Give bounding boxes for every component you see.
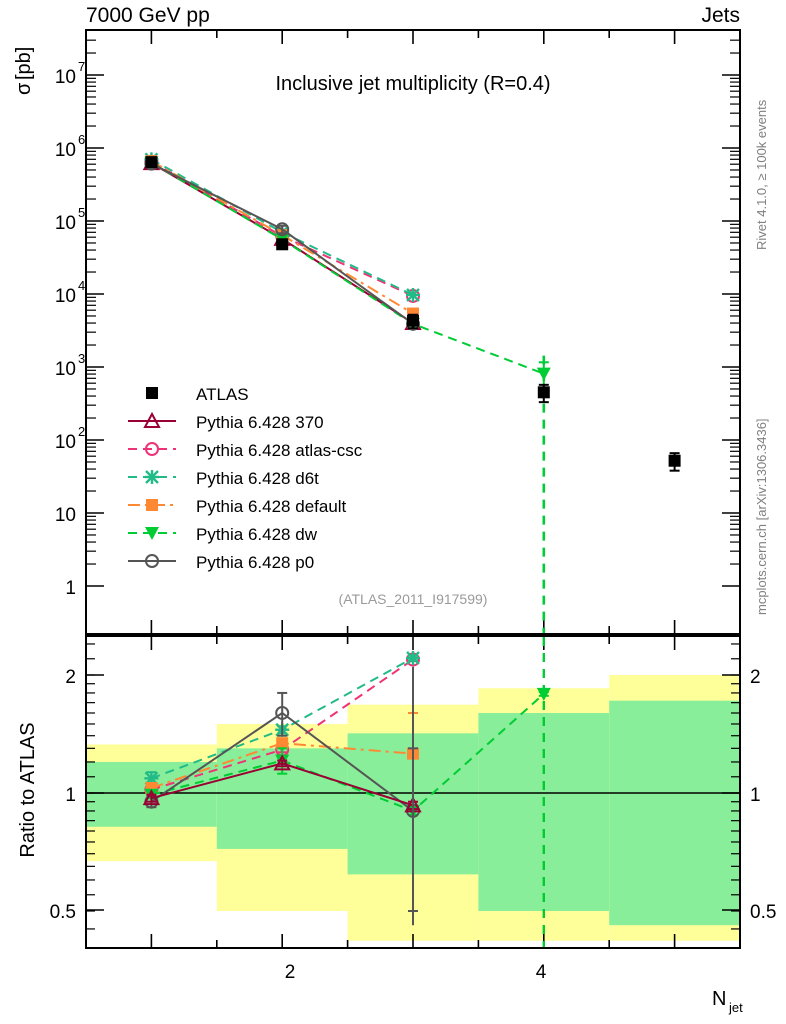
main-series-group <box>142 152 681 633</box>
side-label-mcplots: mcplots.cern.ch [arXiv:1306.3436] <box>754 418 769 615</box>
ratio-marker-default-1 <box>276 737 289 750</box>
main-ytick-1e4: 10 <box>55 286 76 307</box>
main-ytick-1e7-exp: 7 <box>78 59 85 74</box>
main-marker-d6t-2 <box>406 287 420 302</box>
ratio-marker-p370-1 <box>273 754 291 771</box>
legend-marker-dw <box>145 527 159 540</box>
main-ytick-1e2: 10 <box>55 432 76 453</box>
xaxis-label: N <box>712 988 726 1010</box>
ratio-ytick-1-right: 1 <box>750 785 761 806</box>
legend: ATLAS Pythia 6.428 370 Pythia 6.428 atlas-… <box>128 385 363 572</box>
legend-label-atlascsc: Pythia 6.428 atlas-csc <box>196 441 363 460</box>
main-panel: 10 7 10 6 10 5 10 4 10 3 10 2 10 1 Inclu… <box>55 29 741 635</box>
ratio-ytick-2-right: 2 <box>750 667 761 688</box>
ratio-ytick-05-left: 0.5 <box>50 902 76 923</box>
legend-marker-p0 <box>145 554 159 568</box>
legend-marker-atlas <box>146 387 158 399</box>
main-panel-frame <box>85 29 741 635</box>
main-ylabel-sigma: σ <box>13 82 35 95</box>
legend-label-p0: Pythia 6.428 p0 <box>196 553 314 572</box>
main-marker-atlas-3 <box>537 386 550 399</box>
main-ytick-1e7: 10 <box>55 67 76 88</box>
main-marker-atlas-0 <box>145 156 158 169</box>
main-marker-atlas-1 <box>276 238 289 251</box>
main-ytick-1e5-exp: 5 <box>78 205 85 220</box>
ratio-ylabel: Ratio to ATLAS <box>17 722 39 857</box>
ratio-marker-dw-3 <box>536 687 551 701</box>
main-line-d6t <box>150 158 414 296</box>
legend-label-p370: Pythia 6.428 370 <box>196 413 324 432</box>
main-marker-dw-3 <box>536 367 551 381</box>
main-ytick-1: 1 <box>65 578 76 599</box>
ratio-marker-d6t-2 <box>406 651 420 666</box>
xaxis-label-subscript: jet <box>728 1000 743 1015</box>
legend-label-default: Pythia 6.428 default <box>196 497 347 516</box>
ratio-marker-p370-0 <box>142 789 161 806</box>
main-y-minor-ticks <box>86 39 740 565</box>
ratio-y-minor-ticks <box>86 643 740 930</box>
main-ytick-1e3: 10 <box>55 359 76 380</box>
ratio-line-default <box>151 742 414 789</box>
ratio-marker-p0-1 <box>275 705 290 720</box>
ratio-band-green-4 <box>609 700 739 926</box>
xtick-label-4: 4 <box>536 962 547 983</box>
main-ylabel-units: [pb] <box>13 47 35 80</box>
legend-marker-atlascsc <box>145 442 159 456</box>
main-ytick-1e3-exp: 3 <box>78 351 85 366</box>
legend-label-atlas: ATLAS <box>196 385 249 404</box>
legend-marker-p370 <box>143 411 161 428</box>
ratio-line-dw <box>151 693 545 813</box>
ratio-ytick-2-left: 2 <box>65 667 76 688</box>
legend-marker-d6t <box>145 470 159 484</box>
legend-label-dw: Pythia 6.428 dw <box>196 525 318 544</box>
side-label-rivet: Rivet 4.1.0, ≥ 100k events <box>754 99 769 250</box>
ratio-series-group <box>142 637 551 947</box>
main-marker-atlas-4 <box>668 454 681 467</box>
main-ytick-1e4-exp: 4 <box>78 278 85 293</box>
main-ytick-1e6-exp: 6 <box>78 132 85 147</box>
ratio-ytick-05-right: 0.5 <box>750 902 776 923</box>
xtick-label-2: 2 <box>285 962 296 983</box>
ratio-ytick-1-left: 1 <box>65 785 76 806</box>
main-x-ticks <box>150 30 676 634</box>
main-ytick-1e6: 10 <box>55 140 76 161</box>
main-ytick-10: 10 <box>55 505 76 526</box>
main-marker-p0-1 <box>275 222 290 237</box>
ratio-x-ticks <box>150 636 676 948</box>
main-marker-atlas-2 <box>407 314 419 327</box>
ratio-y-tick-labels: 2 1 0.5 2 1 0.5 <box>50 667 777 923</box>
main-y-ticks <box>86 74 740 587</box>
header-right: Jets <box>701 4 740 27</box>
ratio-panel: 2 1 0.5 2 1 0.5 <box>50 635 777 949</box>
main-line-dw <box>150 161 545 375</box>
main-ytick-1e2-exp: 2 <box>78 424 85 439</box>
dataset-watermark: (ATLAS_2011_I917599) <box>339 591 488 607</box>
legend-marker-default <box>146 499 158 511</box>
header-left: 7000 GeV pp <box>86 4 210 27</box>
main-title: Inclusive jet multiplicity (R=0.4) <box>275 73 550 95</box>
main-y-tick-labels: 10 7 10 6 10 5 10 4 10 3 10 2 10 1 <box>55 59 85 599</box>
legend-label-d6t: Pythia 6.428 d6t <box>196 469 319 488</box>
main-ytick-1e5: 10 <box>55 213 76 234</box>
